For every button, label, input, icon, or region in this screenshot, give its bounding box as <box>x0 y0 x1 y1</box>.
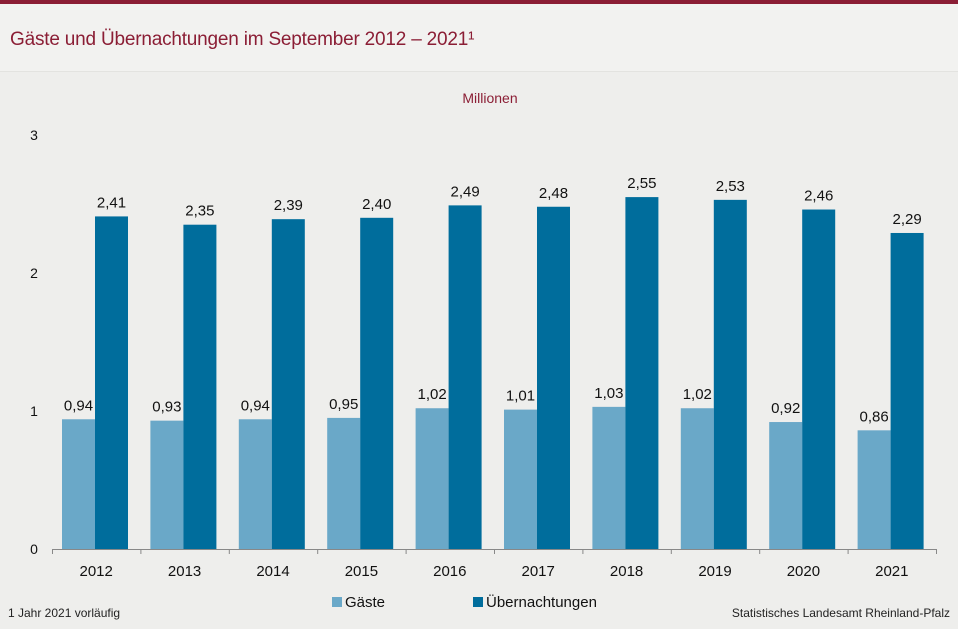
y-tick-label: 0 <box>30 541 38 557</box>
bar-gaeste <box>415 408 449 549</box>
footnote: 1 Jahr 2021 vorläufig <box>8 606 121 620</box>
x-tick-label: 2019 <box>698 563 731 580</box>
data-label-gaeste: 1,01 <box>506 388 535 405</box>
data-label-uebernachtungen: 2,40 <box>362 196 391 213</box>
x-tick-label: 2016 <box>433 563 466 580</box>
legend-uebernachtungen-label: Übernachtungen <box>486 593 597 611</box>
bar-uebernachtungen <box>890 232 924 550</box>
bar-uebernachtungen <box>271 219 305 549</box>
data-label-gaeste: 1,03 <box>594 385 623 402</box>
x-tick-label: 2014 <box>256 563 289 580</box>
data-label-uebernachtungen: 2,35 <box>185 203 214 220</box>
data-label-uebernachtungen: 2,48 <box>539 185 568 202</box>
bar-gaeste <box>592 406 626 549</box>
bar-uebernachtungen <box>802 209 836 549</box>
bar-gaeste <box>62 419 95 549</box>
data-label-gaeste: 0,95 <box>329 396 358 413</box>
bar-uebernachtungen <box>360 217 394 550</box>
top-accent-bar <box>0 0 958 4</box>
bar-uebernachtungen <box>625 197 659 549</box>
x-tick-label: 2017 <box>522 563 555 580</box>
chart-title: Gäste und Übernachtungen im September 20… <box>10 29 475 50</box>
bar-uebernachtungen <box>537 206 570 549</box>
data-label-uebernachtungen: 2,41 <box>97 194 126 211</box>
data-label-uebernachtungen: 2,55 <box>627 175 656 192</box>
x-tick-label: 2018 <box>610 563 643 580</box>
data-label-gaeste: 0,92 <box>771 400 800 417</box>
bar-uebernachtungen <box>448 205 482 549</box>
bar-gaeste <box>327 417 361 549</box>
x-tick-label: 2021 <box>875 563 908 580</box>
legend-uebernachtungen-swatch <box>473 597 483 607</box>
data-label-uebernachtungen: 2,39 <box>274 197 303 214</box>
y-tick-label: 2 <box>30 265 38 281</box>
bar-gaeste <box>680 408 714 549</box>
legend-gaeste-label: Gäste <box>345 594 385 611</box>
header: Gäste und Übernachtungen im September 20… <box>0 4 958 71</box>
bar-gaeste <box>150 420 184 549</box>
data-label-gaeste: 0,86 <box>859 408 888 425</box>
source-credit: Statistisches Landesamt Rheinland-Pfalz <box>731 606 950 620</box>
data-label-uebernachtungen: 2,49 <box>450 183 479 200</box>
data-label-uebernachtungen: 2,53 <box>716 178 745 195</box>
data-label-uebernachtungen: 2,29 <box>892 211 921 228</box>
data-label-uebernachtungen: 2,46 <box>804 188 833 205</box>
data-label-gaeste: 0,93 <box>152 399 181 416</box>
data-label-gaeste: 1,02 <box>683 386 712 403</box>
bar-gaeste <box>238 419 272 549</box>
unit-label: Millionen <box>462 90 517 106</box>
bar-uebernachtungen <box>713 199 747 550</box>
data-label-gaeste: 1,02 <box>417 386 446 403</box>
x-tick-label: 2015 <box>345 563 378 580</box>
bar-gaeste <box>769 422 803 549</box>
data-label-gaeste: 0,94 <box>64 397 93 414</box>
bar-gaeste <box>504 409 537 549</box>
y-tick-label: 3 <box>30 127 38 143</box>
bar-gaeste <box>857 430 891 549</box>
data-label-gaeste: 0,94 <box>241 397 270 414</box>
bar-uebernachtungen <box>183 224 217 549</box>
y-tick-label: 1 <box>30 403 38 419</box>
x-tick-label: 2013 <box>168 563 201 580</box>
legend-gaeste-swatch <box>332 597 342 607</box>
x-tick-label: 2020 <box>787 563 820 580</box>
x-tick-label: 2012 <box>80 563 113 580</box>
bar-uebernachtungen <box>95 216 128 550</box>
